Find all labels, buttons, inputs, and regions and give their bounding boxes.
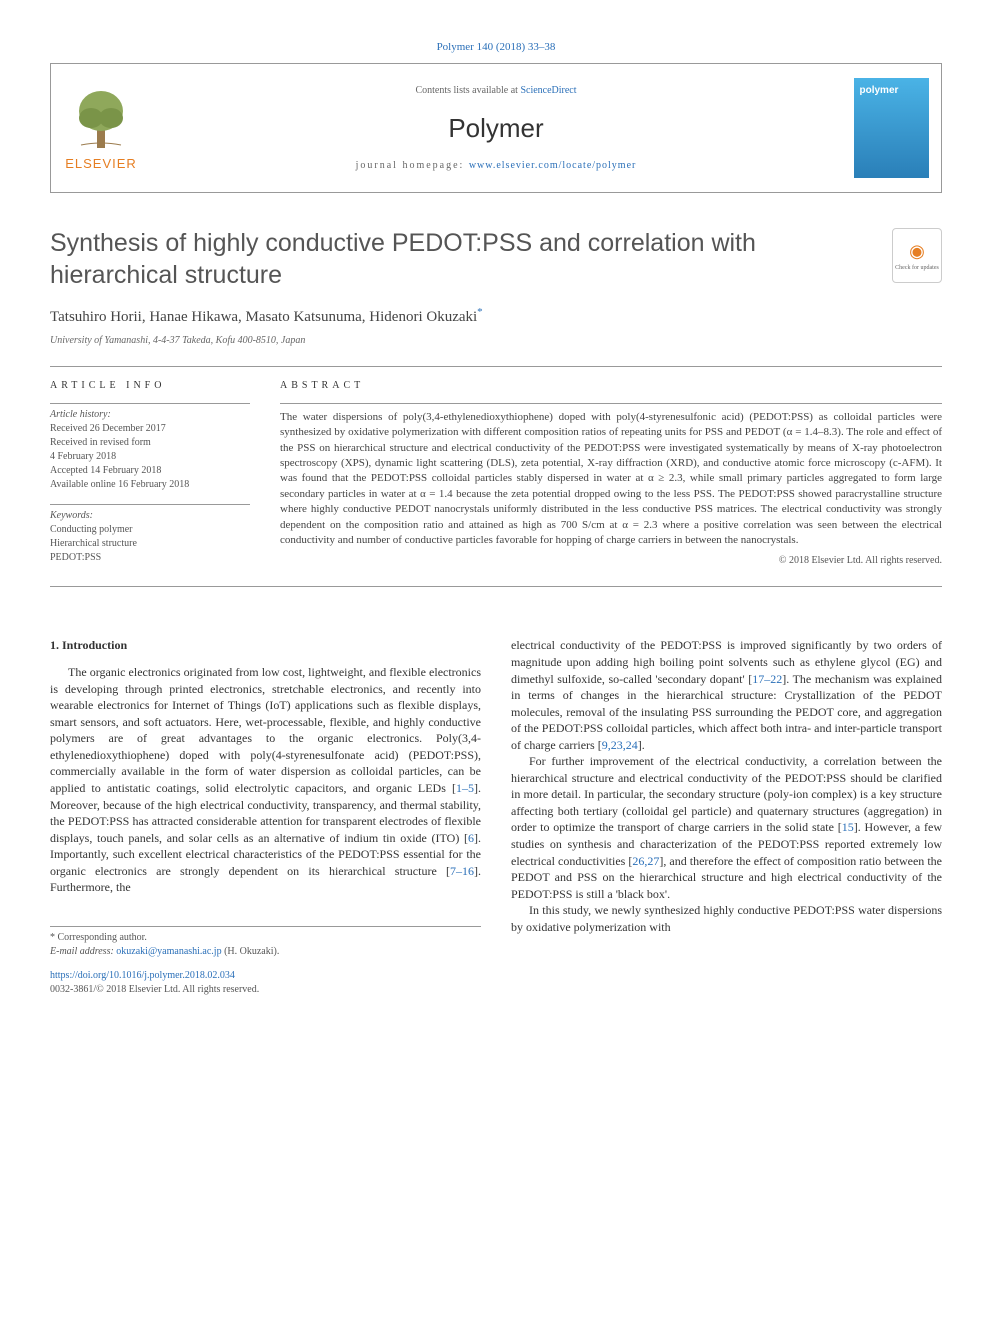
check-updates-badge[interactable]: ◉ Check for updates (892, 228, 942, 283)
authors: Tatsuhiro Horii, Hanae Hikawa, Masato Ka… (50, 305, 942, 328)
elsevier-tree-icon (71, 83, 131, 153)
authors-list: Tatsuhiro Horii, Hanae Hikawa, Masato Ka… (50, 309, 477, 325)
journal-cover: polymer (854, 78, 929, 178)
abstract-rule (280, 403, 942, 404)
history-received: Received 26 December 2017 (50, 422, 250, 436)
ref-1-5[interactable]: 1–5 (456, 781, 474, 795)
ref-7-16[interactable]: 7–16 (450, 864, 474, 878)
divider (50, 366, 942, 367)
ref-17-22[interactable]: 17–22 (752, 672, 782, 686)
history-heading: Article history: (50, 403, 250, 422)
abstract: ABSTRACT The water dispersions of poly(3… (280, 379, 942, 569)
email-line: E-mail address: okuzaki@yamanashi.ac.jp … (50, 945, 481, 959)
contents-line: Contents lists available at ScienceDirec… (151, 84, 841, 98)
col2-text-1c: ]. (638, 738, 645, 752)
affiliation: University of Yamanashi, 4-4-37 Takeda, … (50, 334, 942, 348)
email-link[interactable]: okuzaki@yamanashi.ac.jp (116, 946, 221, 957)
keywords-heading: Keywords: (50, 504, 250, 523)
intro-text-1a: The organic electronics originated from … (50, 665, 481, 795)
divider-2 (50, 586, 942, 587)
contents-prefix: Contents lists available at (415, 85, 520, 96)
homepage-line: journal homepage: www.elsevier.com/locat… (151, 159, 841, 173)
publisher-name: ELSEVIER (65, 155, 137, 173)
corresponding-mark: * (477, 306, 483, 318)
journal-name: Polymer (151, 110, 841, 146)
abstract-label: ABSTRACT (280, 379, 942, 393)
ref-15[interactable]: 15 (842, 820, 854, 834)
history-revised-2: 4 February 2018 (50, 450, 250, 464)
homepage-prefix: journal homepage: (356, 160, 469, 171)
abstract-copyright: © 2018 Elsevier Ltd. All rights reserved… (280, 554, 942, 568)
homepage-link[interactable]: www.elsevier.com/locate/polymer (469, 160, 637, 171)
cover-title: polymer (854, 78, 929, 104)
col2-paragraph-2: For further improvement of the electrica… (511, 753, 942, 902)
column-left: 1. Introduction The organic electronics … (50, 637, 481, 996)
intro-heading: 1. Introduction (50, 637, 481, 654)
journal-center: Contents lists available at ScienceDirec… (151, 64, 841, 192)
article-info-label: ARTICLE INFO (50, 379, 250, 393)
ref-26-27[interactable]: 26,27 (632, 854, 659, 868)
article-title: Synthesis of highly conductive PEDOT:PSS… (50, 228, 872, 291)
corr-note: * Corresponding author. (50, 931, 481, 945)
col2-paragraph-3: In this study, we newly synthesized high… (511, 902, 942, 935)
history-online: Available online 16 February 2018 (50, 478, 250, 492)
intro-paragraph-1: The organic electronics originated from … (50, 664, 481, 896)
history-revised-1: Received in revised form (50, 436, 250, 450)
footer-copyright: 0032-3861/© 2018 Elsevier Ltd. All right… (50, 983, 481, 997)
keyword-1: Conducting polymer (50, 523, 250, 537)
citation: Polymer 140 (2018) 33–38 (50, 40, 942, 55)
updates-label: Check for updates (895, 264, 939, 272)
sciencedirect-link[interactable]: ScienceDirect (520, 85, 576, 96)
col2-paragraph-1: electrical conductivity of the PEDOT:PSS… (511, 637, 942, 753)
history-accepted: Accepted 14 February 2018 (50, 464, 250, 478)
ref-9-23-24[interactable]: 9,23,24 (602, 738, 638, 752)
article-info: ARTICLE INFO Article history: Received 2… (50, 379, 250, 569)
email-label: E-mail address: (50, 946, 116, 957)
keyword-2: Hierarchical structure (50, 537, 250, 551)
corresponding-footer: * Corresponding author. E-mail address: … (50, 926, 481, 959)
doi[interactable]: https://doi.org/10.1016/j.polymer.2018.0… (50, 969, 481, 983)
journal-header: ELSEVIER Contents lists available at Sci… (50, 63, 942, 193)
column-right: electrical conductivity of the PEDOT:PSS… (511, 637, 942, 996)
publisher-logo: ELSEVIER (51, 64, 151, 192)
abstract-text: The water dispersions of poly(3,4-ethyle… (280, 410, 942, 549)
updates-icon: ◉ (909, 239, 925, 264)
email-who: (H. Okuzaki). (222, 946, 280, 957)
keyword-3: PEDOT:PSS (50, 551, 250, 565)
journal-cover-wrap: polymer (841, 64, 941, 192)
